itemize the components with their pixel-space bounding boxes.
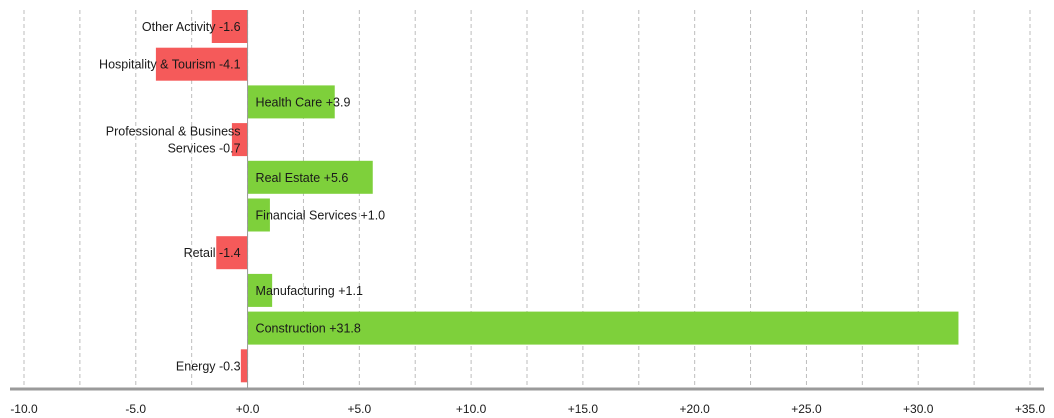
x-tick-label: +10.0 [456,402,487,416]
bar-label: Health Care +3.9 [256,95,351,109]
bar-label-line: Professional & Business [106,125,241,139]
bar-label: Energy -0.3 [176,359,241,373]
bar-label: Professional & Business Services -0.7 [106,125,241,156]
bar-label: Construction +31.8 [256,322,361,336]
bar-label-line: Manufacturing +1.1 [256,284,363,298]
x-tick-label: +5.0 [347,402,371,416]
bar [155,47,248,81]
x-tick-label: +35.0 [1015,402,1046,416]
bar-label: Manufacturing +1.1 [256,284,363,298]
bar [247,160,373,194]
bar-label: Other Activity -1.6 [142,20,241,34]
bar [247,198,270,232]
bar-label: Financial Services +1.0 [256,209,386,223]
bar [231,123,248,157]
x-tick-label: +30.0 [903,402,934,416]
bar-label-line: Financial Services +1.0 [256,209,386,223]
bar-label-line: Energy -0.3 [176,359,241,373]
bar [211,10,248,43]
bar-label-line: Services -0.7 [168,142,241,156]
bar-label-line: Other Activity -1.6 [142,20,241,34]
bars [155,10,959,383]
x-tick-label: +20.0 [679,402,710,416]
bar-label-line: Retail -1.4 [184,246,241,260]
bar [247,311,959,345]
bar-label-line: Construction +31.8 [256,322,361,336]
bar-label: Hospitality & Tourism -4.1 [99,58,241,72]
x-tick-label: -10.0 [10,402,38,416]
x-tick-label: +15.0 [568,402,599,416]
x-axis: -10.0 -5.0 +0.0 +5.0 +10.0 +15.0 +20.0 +25.0 +30… [10,10,1046,416]
bar [240,349,248,383]
bar-label-line: Health Care +3.9 [256,95,351,109]
bar-label-line: Hospitality & Tourism -4.1 [99,58,241,72]
x-tick-label: +25.0 [791,402,822,416]
bar-labels: Other Activity -1.6 Hospitality & Tourism… [99,20,385,373]
bar-label: Real Estate +5.6 [256,171,349,185]
bar [247,273,273,307]
bar-label: Retail -1.4 [184,246,241,260]
bar [247,85,335,119]
x-tick-label: +0.0 [236,402,260,416]
bar-label-line: Real Estate +5.6 [256,171,349,185]
bar [216,236,248,270]
x-tick-label: -5.0 [125,402,146,416]
